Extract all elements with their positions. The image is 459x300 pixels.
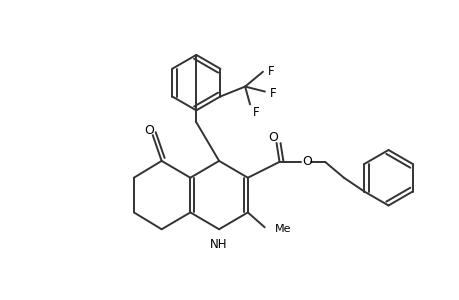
Text: NH: NH [210, 238, 227, 250]
Text: F: F [269, 87, 276, 100]
Text: O: O [268, 130, 278, 144]
Text: Me: Me [274, 224, 291, 234]
Text: O: O [302, 155, 312, 168]
Text: F: F [252, 106, 259, 119]
Text: F: F [267, 65, 274, 78]
Text: O: O [144, 124, 153, 137]
